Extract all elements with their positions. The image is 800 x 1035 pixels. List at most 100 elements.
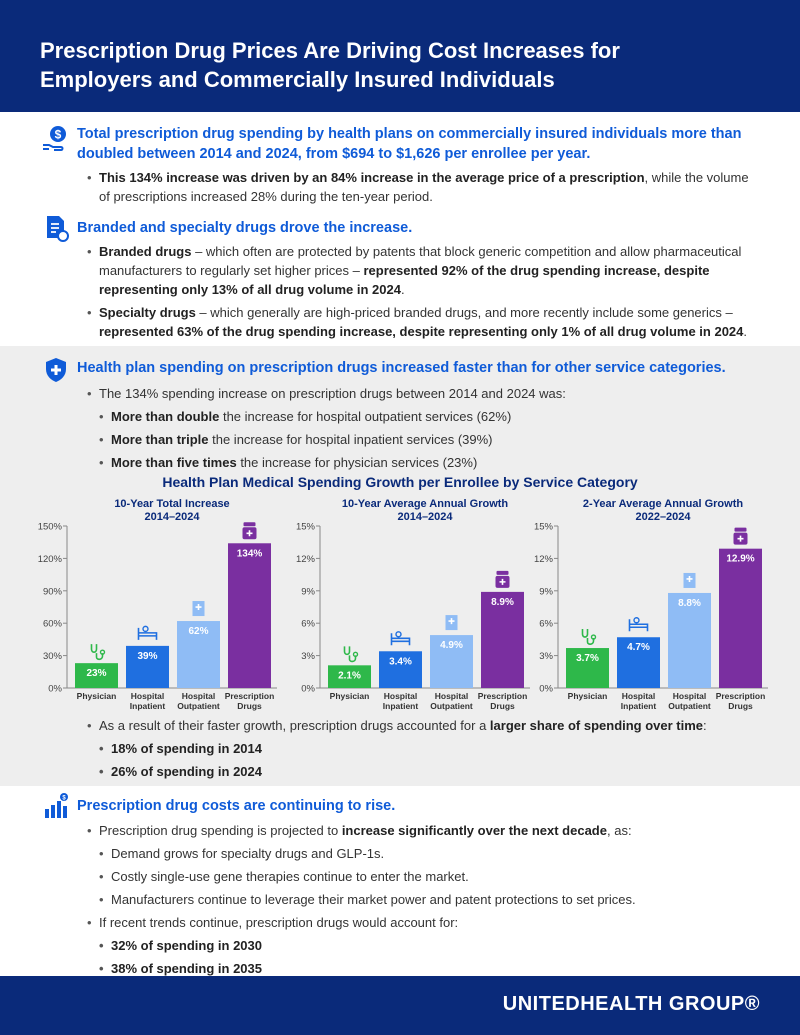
hospital-building-icon [445, 615, 458, 631]
x-category-label: Outpatient [430, 701, 473, 711]
page-header: Prescription Drug Prices Are Driving Cos… [0, 0, 800, 112]
section-2-bullets: Branded drugs – which often are protecte… [87, 242, 760, 345]
x-category-label: Inpatient [130, 701, 166, 711]
bar-value-label: 12.9% [726, 554, 754, 565]
x-category-label: Outpatient [177, 701, 220, 711]
list-item: As a result of their faster growth, pres… [87, 716, 760, 735]
bullet-text: Prescription drug spending is projected … [99, 823, 342, 838]
bar-value-label: 39% [137, 651, 157, 662]
bar [719, 548, 762, 688]
bullet-bold: increase significantly over the next dec… [341, 823, 607, 838]
bullet-text: – which generally are high-priced brande… [195, 305, 733, 320]
y-tick-label: 0% [48, 684, 62, 695]
bullet-end: , as: [606, 823, 632, 838]
bar-value-label: 62% [188, 626, 208, 637]
panel-title: 10-Year Average Annual Growth 2014–2024 [315, 498, 535, 524]
section-3-after-bullets: As a result of their faster growth, pres… [87, 716, 760, 785]
section-4-bullets: Prescription drug spending is projected … [87, 821, 760, 982]
list-item: More than five times the increase for ph… [99, 453, 760, 472]
pill-bottle-icon [495, 570, 510, 588]
bar-value-label: 8.9% [491, 597, 514, 608]
panel-title-line: 10-Year Total Increase [114, 498, 230, 510]
x-category-label: Physician [568, 691, 608, 701]
bar-value-label: 3.7% [576, 653, 599, 664]
y-tick-label: 12% [534, 554, 554, 565]
x-category-label: Inpatient [621, 701, 657, 711]
bullet-text: – which often are protected by patents t… [99, 244, 742, 278]
x-category-label: Drugs [728, 701, 753, 711]
hospital-building-icon [683, 572, 696, 588]
hospital-bed-icon [137, 625, 158, 640]
panel-title-line: 2-Year Average Annual Growth [582, 498, 744, 510]
list-item: Specialty drugs – which generally are hi… [87, 303, 760, 341]
x-category-label: Drugs [490, 701, 515, 711]
list-item: This 134% increase was driven by an 84% … [87, 168, 760, 206]
y-tick-label: 150% [38, 522, 63, 533]
list-item: 32% of spending in 2030 [99, 936, 760, 955]
prescription-document-icon [42, 214, 70, 242]
svg-text:$: $ [55, 128, 62, 142]
pill-bottle-icon [733, 527, 748, 545]
y-tick-label: 9% [301, 586, 315, 597]
list-item: The 134% spending increase on prescripti… [87, 384, 760, 403]
bar [379, 651, 422, 688]
y-tick-label: 0% [301, 684, 315, 695]
bar [481, 591, 524, 688]
y-tick-label: 60% [43, 619, 63, 630]
section-3-bullets: The 134% spending increase on prescripti… [87, 384, 760, 476]
y-tick-label: 0% [539, 684, 553, 695]
panel-title: 10-Year Total Increase 2014–2024 [62, 498, 282, 524]
bullet-bold: More than triple [111, 432, 209, 447]
panel-subtitle: 2014–2024 [397, 511, 453, 523]
x-category-label: Hospital [435, 691, 469, 701]
panel-title-line: 10-Year Average Annual Growth [341, 498, 509, 510]
list-item: 38% of spending in 2035 [99, 959, 760, 978]
y-tick-label: 9% [539, 586, 553, 597]
bullet-end: . [743, 324, 748, 339]
bar-chart-svg: 0%3%6%9%12%15%2.1%Physician3.4%HospitalI… [296, 522, 530, 711]
bullet-text: , while the volume of prescriptions incr… [99, 170, 749, 204]
y-tick-label: 120% [38, 554, 63, 565]
section-comparison: Health plan spending on prescription dru… [0, 346, 800, 786]
bar-value-label: 2.1% [338, 670, 361, 681]
list-item: Prescription drug spending is projected … [87, 821, 760, 840]
bullet-bold: represented 63% of the drug spending inc… [99, 324, 744, 339]
y-tick-label: 6% [301, 619, 315, 630]
bullet-text: the increase for physician services (23%… [236, 455, 478, 470]
list-item: Branded drugs – which often are protecte… [87, 242, 760, 299]
x-category-label: Drugs [237, 701, 262, 711]
bar [668, 592, 711, 688]
bullet-bold: More than five times [111, 455, 237, 470]
bar-value-label: 134% [237, 548, 263, 559]
bar-value-label: 23% [86, 668, 106, 679]
bullet-bold: larger share of spending over time [489, 718, 704, 733]
bullet-lead: Branded drugs [99, 244, 192, 259]
bar-value-label: 8.8% [678, 598, 701, 609]
chart-panel-2: 10-Year Average Annual Growth 2014–2024 0… [275, 498, 535, 713]
hospital-bed-icon [390, 631, 411, 646]
list-item: 26% of spending in 2024 [99, 762, 760, 781]
bullet-end: . [400, 282, 405, 297]
bullet-bold: represented 92% of the drug spending inc… [99, 263, 710, 297]
x-category-label: Hospital [182, 691, 216, 701]
unitedhealth-group-logo: UNITEDHEALTH GROUP® [502, 993, 760, 1015]
bar-chart-svg: 0% 30% 60% 90% 120% 150% 23% Physician 39% Hospit… [38, 522, 277, 711]
pill-bottle-icon [242, 522, 257, 540]
x-category-label: Physician [330, 691, 370, 701]
x-category-label: Prescription [716, 691, 766, 701]
y-tick-label: 6% [539, 619, 553, 630]
bullet-end: : [703, 718, 707, 733]
section-branded-specialty: Branded and specialty drugs drove the in… [0, 214, 800, 346]
chart-panel-1: 10-Year Total Increase 2014–2024 0% 30% 60%… [22, 498, 282, 713]
list-item: If recent trends continue, prescription … [87, 913, 760, 932]
panel-title: 2-Year Average Annual Growth 2022–2024 [553, 498, 773, 524]
bar [126, 645, 169, 688]
section-1-bullets: This 134% increase was driven by an 84% … [87, 168, 760, 210]
y-tick-label: 15% [296, 522, 316, 533]
section-future-costs: $ Prescription drug costs are continuing… [0, 786, 800, 978]
shield-plus-icon [42, 356, 70, 384]
list-item: 18% of spending in 2014 [99, 739, 760, 758]
bar [617, 637, 660, 688]
bullet-text: As a result of their faster growth, pres… [99, 718, 490, 733]
x-category-label: Physician [77, 691, 117, 701]
